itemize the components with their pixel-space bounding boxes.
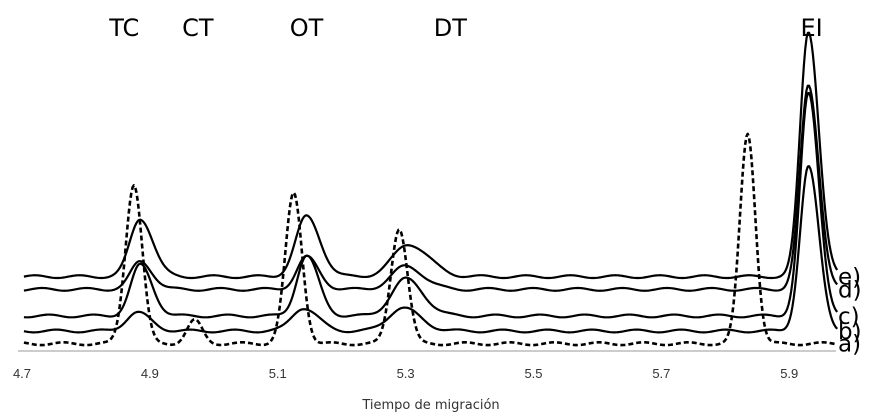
x-tick-label: 5.3 bbox=[397, 366, 415, 381]
traces bbox=[23, 31, 839, 347]
series-line-a bbox=[23, 132, 838, 347]
series-line-e bbox=[23, 31, 839, 280]
peak-labels: TC CT OT DT EI bbox=[108, 14, 822, 42]
trace-label: c) bbox=[838, 304, 860, 330]
peak-label: DT bbox=[434, 14, 467, 42]
x-tick-label: 5.7 bbox=[652, 366, 670, 381]
peak-label: EI bbox=[800, 14, 822, 42]
x-tick-labels: 4.7 4.9 5.1 5.3 5.5 5.7 5.9 bbox=[13, 366, 798, 381]
trace-label: d) bbox=[838, 277, 862, 303]
x-tick-label: 4.7 bbox=[13, 366, 31, 381]
trace-label: a) bbox=[838, 332, 861, 358]
x-tick-label: 5.1 bbox=[269, 366, 287, 381]
series-line-b bbox=[23, 165, 839, 334]
series-line-d bbox=[23, 84, 839, 292]
series-line-c bbox=[23, 91, 839, 319]
x-tick-label: 5.5 bbox=[524, 366, 542, 381]
trace-label: e) bbox=[838, 265, 861, 291]
peak-label: CT bbox=[182, 14, 214, 42]
x-tick-label: 5.9 bbox=[780, 366, 798, 381]
peak-label: OT bbox=[290, 14, 324, 42]
trace-label: b) bbox=[838, 319, 862, 345]
x-tick-label: 4.9 bbox=[141, 366, 159, 381]
x-axis-title: Tiempo de migración bbox=[361, 398, 499, 413]
peak-label: TC bbox=[108, 14, 139, 42]
trace-labels: a)b)c)d)e) bbox=[838, 265, 862, 358]
